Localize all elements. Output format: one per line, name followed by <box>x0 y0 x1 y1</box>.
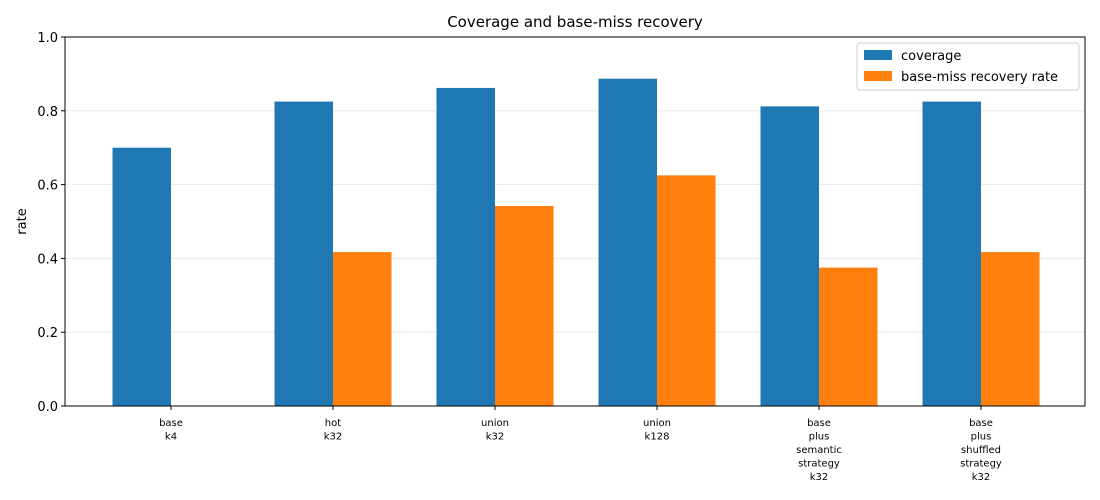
x-tick-label: semantic <box>796 445 842 456</box>
bar-recovery <box>657 175 716 406</box>
bar-coverage <box>922 101 981 406</box>
legend-label: coverage <box>901 49 961 64</box>
bar-coverage <box>760 106 819 406</box>
x-tick-label: base <box>969 418 993 429</box>
y-tick-label: 0.8 <box>37 105 58 120</box>
y-tick-label: 0.4 <box>37 252 58 267</box>
plot-frame <box>64 36 1086 407</box>
x-tick-label: union <box>643 418 671 429</box>
x-tick-label: k32 <box>810 472 829 483</box>
y-axis-ticks: 0.0 0.2 0.4 0.6 0.8 1.0 <box>37 31 65 415</box>
bar-coverage <box>598 78 657 407</box>
y-tick-label: 0.0 <box>37 400 58 415</box>
x-tick-label: shuffled <box>961 445 1001 456</box>
x-tick-label: base <box>807 418 831 429</box>
x-tick-label: base <box>159 418 183 429</box>
x-tick-label: k128 <box>645 432 670 443</box>
y-axis-label: rate <box>15 208 30 234</box>
bar-coverage <box>436 87 495 406</box>
chart-title: Coverage and base-miss recovery <box>447 13 703 31</box>
x-tick-label: k32 <box>486 432 505 443</box>
legend-swatch <box>864 71 892 81</box>
bar-recovery <box>495 206 554 406</box>
x-tick-label: k4 <box>165 432 177 443</box>
legend[interactable]: coverage base-miss recovery rate <box>856 42 1080 91</box>
bars <box>112 78 1040 407</box>
legend-box <box>856 42 1080 91</box>
bar-recovery <box>819 267 878 406</box>
bar-recovery <box>333 252 392 406</box>
legend-swatch <box>864 50 892 60</box>
x-tick-label: strategy <box>798 459 840 470</box>
bar-coverage <box>274 101 333 406</box>
x-axis-ticks: base k4 hot k32 union k32 union k128 base plus sem… <box>159 406 1002 483</box>
bar-coverage <box>112 147 171 406</box>
x-tick-label: union <box>481 418 509 429</box>
y-tick-label: 0.2 <box>37 326 58 341</box>
x-tick-label: strategy <box>960 459 1002 470</box>
bar-recovery <box>981 252 1040 406</box>
x-tick-label: plus <box>809 432 830 443</box>
legend-label: base-miss recovery rate <box>901 70 1058 85</box>
x-tick-label: plus <box>971 432 992 443</box>
x-tick-label: hot <box>325 418 341 429</box>
x-tick-label: k32 <box>324 432 343 443</box>
y-tick-label: 1.0 <box>37 31 58 46</box>
x-tick-label: k32 <box>972 472 991 483</box>
y-tick-label: 0.6 <box>37 179 58 194</box>
